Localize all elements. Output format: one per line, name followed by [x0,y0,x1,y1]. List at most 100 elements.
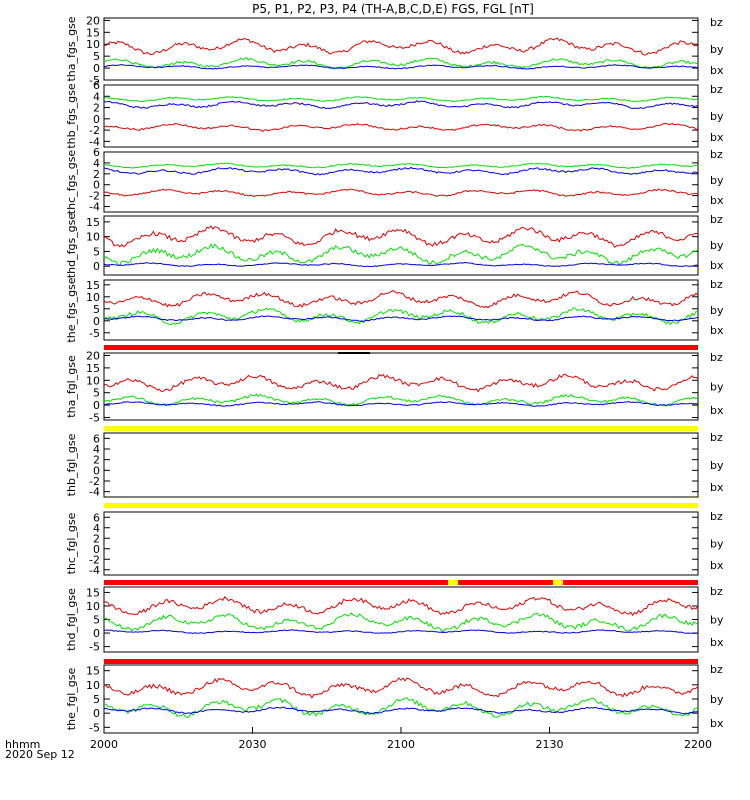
y-tick-label: 2 [93,532,100,545]
legend-bx: bx [710,481,724,494]
series-bz [103,225,699,249]
legend-bx: bx [710,259,724,272]
flag-bar [104,345,698,350]
y-tick-label: 0 [93,707,100,720]
y-axis-label: thb_fgl_gse [65,433,78,496]
y-tick-label: 10 [86,374,100,387]
y-tick-label: -5 [89,327,100,340]
y-tick-label: 10 [86,231,100,244]
x-tick-label: 2200 [684,738,712,751]
y-tick-label: 5 [93,245,100,258]
y-axis-label: the_fgl_gse [65,668,78,731]
legend-bz: bz [710,663,723,676]
legend-by: by [710,381,724,394]
legend-bz: bz [710,585,723,598]
legend-bz: bz [710,213,723,226]
y-tick-label: 5 [93,693,100,706]
time-axis: 2000 2030 2100 2130 2200 [90,727,712,751]
series-bz [103,37,699,56]
y-tick-label: 10 [86,38,100,51]
series-bx [103,706,699,715]
y-tick-label: -4 [89,486,100,499]
legend-by: by [710,239,724,252]
y-tick-label: -5 [89,641,100,654]
y-tick-label: 5 [93,303,100,316]
series-by [103,243,699,266]
panel-frame [103,151,699,213]
legend-bx: bx [710,64,724,77]
y-tick-label: 15 [86,26,100,39]
y-tick-label: 6 [93,79,100,92]
legend-bz: bz [710,83,723,96]
panel-frame [103,511,699,576]
y-tick-label: 6 [93,146,100,159]
y-tick-label: -2 [89,124,100,137]
y-axis-label: thd_fgl_gse [65,588,78,651]
legend-by: by [710,538,724,551]
y-tick-label: 2 [93,102,100,115]
legend-bz: bz [710,431,723,444]
y-tick-label: 10 [86,291,100,304]
flag-segment [553,580,563,585]
chart-title: P5, P1, P2, P3, P4 (TH-A,B,C,D,E) FGS, F… [252,2,534,16]
legend-by: by [710,43,724,56]
series-bz [103,188,699,198]
y-tick-label: 4 [93,522,100,535]
y-axis-label: thc_fgs_gse [65,150,78,215]
y-tick-label: 2 [93,454,100,467]
status-flag-bars [104,345,698,664]
y-axis-label: tha_fgs_gse [65,16,78,81]
legend-bx: bx [710,559,724,572]
y-tick-label: 0 [93,399,100,412]
y-tick-label: 15 [86,586,100,599]
y-axis-label: thb_fgs_gse [65,83,78,149]
series-bx [103,315,699,322]
legend-by: by [710,459,724,472]
panel-frame [103,352,699,421]
y-tick-label: 0 [93,315,100,328]
series-bz [103,373,699,393]
y-tick-label: -4 [89,201,100,214]
legend-by: by [710,174,724,187]
y-tick-label: 4 [93,443,100,456]
y-tick-label: 2 [93,168,100,181]
legend-bx: bx [710,404,724,417]
x-tick-label: 2030 [239,738,267,751]
panel-frame [103,17,699,81]
flag-segment [448,580,458,585]
y-tick-label: 15 [86,665,100,678]
y-tick-label: -5 [89,412,100,425]
legend-bz: bz [710,278,723,291]
legend-bz: bz [710,16,723,29]
y-tick-label: 6 [93,511,100,524]
y-tick-label: 15 [86,216,100,229]
panel-thd_fgs_gse: 15 105 0 thd_fgs_gse bz by bx [65,213,724,279]
panel-frame [103,432,699,498]
y-tick-label: 0 [93,260,100,273]
y-tick-label: 0 [93,464,100,477]
series-by [103,697,699,719]
legend-bx: bx [710,324,724,337]
y-tick-label: -5 [89,721,100,734]
series-bz [103,595,699,617]
x-tick-label: 2100 [387,738,415,751]
y-tick-label: 0 [93,627,100,640]
legend-by: by [710,693,724,706]
y-tick-label: 4 [93,90,100,103]
y-tick-label: 0 [93,179,100,192]
series-bz [103,290,699,309]
legend-bx: bx [710,131,724,144]
y-axis-label: tha_fgl_gse [65,355,78,418]
y-axis-label: the_fgs_gse [65,277,78,342]
y-tick-label: 6 [93,432,100,445]
series-bx [103,400,699,407]
